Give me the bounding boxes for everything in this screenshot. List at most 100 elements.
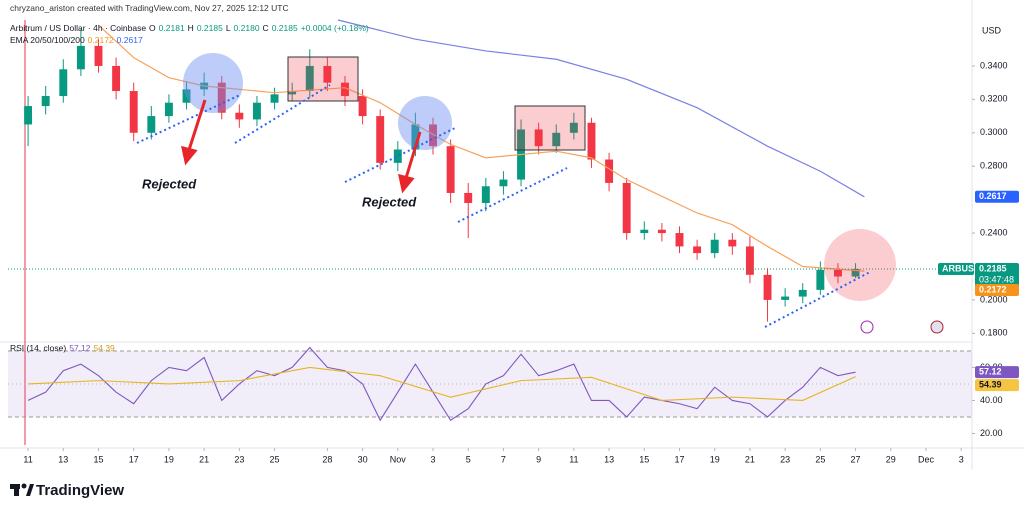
candle-body — [605, 159, 614, 183]
x-tick-label: 17 — [674, 454, 684, 464]
candle-body — [728, 239, 737, 247]
candle-body — [798, 289, 807, 297]
event-icon — [860, 320, 874, 334]
candle-body — [41, 96, 50, 107]
x-tick-label: 7 — [501, 454, 506, 464]
candle-body — [129, 91, 138, 133]
candle-body — [464, 192, 473, 203]
ema-title: EMA 20/50/100/200 — [10, 35, 85, 45]
rsi-value: 57.12 — [69, 343, 91, 353]
credit: chryzano_ariston created with TradingVie… — [10, 3, 289, 13]
candle-body — [693, 246, 702, 254]
marks: 11 13 15 17 19 21 23 25 28 30 Nov 3 5 7 9 11 13 15 17 19 21 2… — [8, 19, 1019, 464]
ohlc-label: H — [187, 23, 194, 33]
rsi-tag-bg — [975, 366, 1019, 379]
ohlc-label: L — [225, 23, 231, 33]
y-tick-label: 0.2400 — [980, 227, 1008, 237]
trendlines — [136, 84, 871, 328]
highlight-box — [514, 105, 586, 151]
y-tick-label: 0.3200 — [980, 94, 1008, 104]
highlight-box — [287, 56, 359, 102]
x-tick-label: 13 — [58, 454, 68, 464]
x-tick-label: 19 — [710, 454, 720, 464]
candle-body — [24, 106, 33, 125]
ema-line — [98, 24, 865, 272]
change: +0.0004 (+0.18%) — [300, 23, 369, 33]
candle-body — [341, 82, 349, 97]
candle-body — [305, 65, 314, 92]
candle-body — [376, 116, 385, 163]
rsi-title: RSI (14, close) — [10, 343, 67, 353]
logo-mark — [26, 484, 34, 496]
candle-body — [76, 45, 85, 70]
arrow-head — [181, 145, 198, 166]
candle-body — [763, 274, 772, 300]
x-tick-label: Nov — [390, 454, 407, 464]
x-tick-label: 13 — [604, 454, 614, 464]
y-tick-label: 0.3000 — [980, 127, 1008, 137]
x-tick-label: 28 — [322, 454, 332, 464]
candle-body — [235, 112, 244, 120]
x-tick-label: 15 — [93, 454, 103, 464]
candle-body — [851, 268, 860, 277]
ohlc-value: 0.2185 — [271, 23, 298, 33]
rsi-line — [27, 346, 856, 422]
credit-text: chryzano_ariston created with TradingVie… — [10, 3, 289, 13]
candle-body — [288, 91, 297, 95]
y-tick-label: 20.00 — [980, 428, 1003, 438]
ohlc-label: O — [149, 23, 156, 33]
candle-body — [781, 296, 790, 300]
ema-line — [337, 19, 865, 198]
highlight-circle — [398, 96, 452, 150]
ohlc-value: 0.2185 — [196, 23, 223, 33]
ohlc-value: 0.2181 — [158, 23, 185, 33]
candle-body — [182, 89, 191, 103]
annotation-text: Rejected — [142, 176, 197, 191]
logo — [10, 483, 34, 496]
x-tick-label: 17 — [129, 454, 139, 464]
candle-body — [640, 229, 649, 234]
flag-icon — [930, 320, 944, 334]
ohlc-value: 0.2180 — [233, 23, 260, 33]
arrow — [187, 99, 207, 151]
rsi-ma-tag: 54.39 — [979, 380, 1002, 390]
symbol-title: Arbitrum / US Dollar · 4h · Coinbase — [10, 23, 147, 33]
annotations: Rejected Rejected — [136, 53, 944, 334]
rsi-tag: 57.12 — [979, 367, 1002, 377]
rsi-ma-tag-bg — [975, 379, 1019, 392]
trendline — [344, 127, 456, 183]
candle-body — [587, 122, 596, 160]
x-tick-label: 19 — [164, 454, 174, 464]
candle-body — [358, 96, 367, 117]
ema-tag-bg — [975, 190, 1019, 203]
highlight-circle — [183, 53, 243, 113]
x-tick-label: 21 — [745, 454, 755, 464]
ohlc-label: C — [262, 23, 269, 33]
x-tick-label: 21 — [199, 454, 209, 464]
candle-body — [657, 229, 666, 234]
arrow-head — [398, 173, 415, 194]
currency-label: USD — [982, 25, 1002, 35]
ema-value: 0.2172 — [87, 35, 114, 45]
y-tick-label: 0.2000 — [980, 294, 1008, 304]
candle-body — [745, 246, 754, 275]
x-tick-label: 11 — [23, 454, 32, 464]
candle-body — [94, 45, 103, 66]
x-tick-label: 27 — [851, 454, 861, 464]
y-tick-label: 40.00 — [980, 395, 1003, 405]
y-tick-label: 0.3400 — [980, 60, 1008, 70]
ema-tag: 0.2172 — [979, 284, 1007, 294]
trendline — [457, 167, 568, 223]
candle-body — [481, 186, 490, 203]
candle-body — [710, 239, 719, 254]
x-tick-label: 30 — [358, 454, 368, 464]
x-tick-label: 25 — [815, 454, 825, 464]
x-tick-label: 9 — [536, 454, 541, 464]
rsi-legend: RSI (14, close) 57.12 54.39 — [10, 343, 115, 353]
x-tick-label: 11 — [569, 454, 578, 464]
candle-body — [252, 102, 261, 120]
candle-body — [552, 132, 561, 147]
y-tick-label: 0.2800 — [980, 161, 1008, 171]
